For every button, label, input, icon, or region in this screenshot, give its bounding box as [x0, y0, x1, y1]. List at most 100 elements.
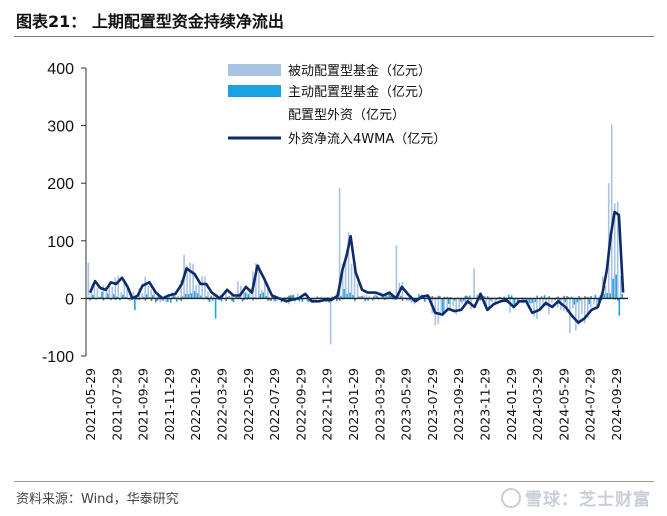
active-bar: [292, 294, 295, 299]
active-bar: [119, 298, 121, 301]
active-bar: [89, 298, 91, 301]
active-bar: [439, 295, 441, 299]
passive-bar: [276, 298, 278, 301]
y-tick-label: -100: [42, 349, 74, 366]
active-bar: [181, 296, 184, 299]
active-bar: [298, 298, 301, 302]
active-bar: [513, 298, 516, 305]
passive-bar: [261, 289, 263, 299]
bars-layer: [87, 124, 625, 345]
passive-bar: [350, 263, 353, 299]
ma-line: [88, 210, 625, 324]
passive-bar: [598, 295, 601, 299]
active-bar: [232, 298, 235, 303]
foreign-bar: [536, 295, 538, 299]
passive-bar: [186, 265, 188, 299]
x-tick-label: 2022-09-29: [293, 368, 308, 441]
foreign-bar: [371, 298, 374, 301]
x-tick-label: 2021-11-29: [162, 368, 177, 441]
passive-bar: [105, 286, 108, 299]
foreign-bar: [353, 298, 356, 302]
active-bar: [621, 293, 624, 299]
passive-bar: [198, 282, 200, 299]
active-bar: [364, 298, 366, 302]
passive-bar: [464, 298, 466, 303]
active-bar: [152, 295, 154, 299]
passive-bar: [150, 289, 152, 299]
active-bar: [349, 292, 351, 299]
active-bar: [579, 298, 582, 301]
passive-bar: [353, 260, 356, 299]
axes-layer: [81, 67, 628, 357]
active-bar: [501, 298, 504, 300]
x-tick-label: 2024-07-29: [583, 368, 598, 441]
passive-bar: [566, 298, 568, 313]
passive-bar: [530, 298, 532, 305]
passive-bar: [476, 294, 478, 299]
active-bar: [361, 296, 363, 299]
x-tick-label: 2022-05-29: [241, 368, 256, 441]
active-bar: [301, 298, 304, 302]
active-bar: [92, 294, 94, 299]
active-bar: [525, 298, 528, 301]
foreign-bar: [383, 298, 386, 300]
active-bar: [483, 296, 486, 299]
figure-title: 图表21： 上期配置型资金持续净流出: [16, 12, 284, 31]
passive-bar: [341, 263, 344, 299]
active-bar: [146, 294, 148, 299]
passive-bar: [207, 291, 209, 299]
foreign-bar: [443, 296, 446, 299]
passive-bar: [299, 298, 302, 301]
passive-bar: [243, 289, 245, 299]
active-bar: [528, 298, 531, 304]
active-bar: [307, 298, 310, 303]
x-tick-label: 2024-01-29: [504, 368, 519, 441]
active-bar: [609, 293, 612, 299]
passive-bar: [273, 298, 275, 302]
active-bar: [343, 289, 345, 299]
passive-bar: [536, 298, 538, 320]
passive-bar: [395, 245, 398, 299]
watermark-text: 雪球：芝士财富: [525, 490, 651, 510]
passive-bar: [132, 292, 135, 299]
active-bar: [567, 296, 570, 299]
passive-bar: [249, 288, 251, 299]
passive-bar: [542, 298, 544, 308]
passive-bar: [509, 298, 511, 313]
active-bar: [143, 296, 145, 299]
passive-bar: [488, 298, 490, 309]
passive-bar: [592, 298, 595, 305]
passive-bar: [314, 298, 317, 301]
legend-label: 配置型外资（亿元）: [288, 108, 405, 123]
active-bar: [418, 294, 420, 299]
x-tick-label: 2023-09-29: [451, 368, 466, 441]
active-bar: [612, 278, 615, 299]
passive-bar: [195, 284, 197, 299]
passive-bar: [231, 294, 233, 299]
active-bar: [465, 295, 468, 299]
active-bar: [205, 296, 208, 299]
active-bar: [558, 298, 561, 303]
passive-bar: [156, 296, 158, 299]
active-bar: [199, 295, 202, 299]
active-bar: [154, 298, 157, 303]
active-bar: [522, 298, 525, 302]
active-bar: [460, 298, 462, 302]
passive-bar: [192, 263, 194, 299]
active-bar: [603, 294, 606, 299]
x-tick-label: 2022-11-29: [320, 368, 335, 441]
active-bar: [424, 298, 426, 302]
active-bar: [463, 298, 465, 301]
foreign-bar: [548, 296, 550, 299]
passive-bar: [401, 281, 404, 299]
x-tick-label: 2024-05-29: [556, 368, 571, 441]
active-bar: [358, 296, 360, 299]
active-bar: [606, 293, 609, 299]
active-bar: [406, 298, 408, 301]
foreign-bar: [554, 298, 556, 301]
active-bar: [531, 298, 534, 303]
passive-bar: [587, 298, 589, 318]
foreign-bar: [557, 296, 559, 299]
active-bar: [543, 295, 546, 299]
